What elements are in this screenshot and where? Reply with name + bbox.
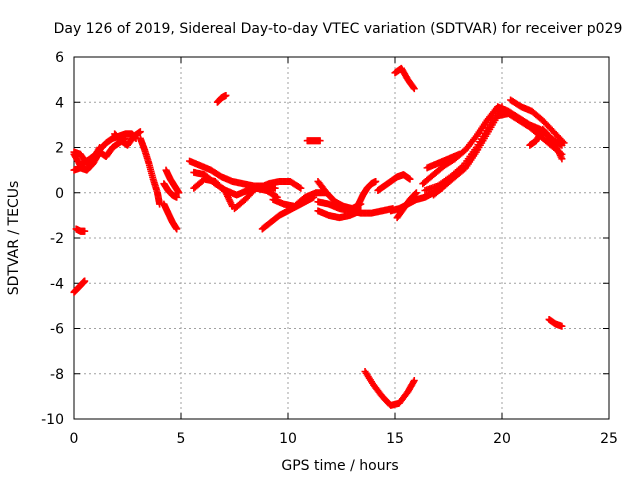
y-tick-labels: -10 -8 -6 -4 -2 0 2 4 6	[41, 50, 64, 428]
series-arc-22	[355, 177, 380, 208]
data-point	[297, 184, 305, 192]
x-tick-label: 5	[177, 431, 186, 447]
series-arc-7	[162, 166, 183, 197]
axis-ticks	[73, 56, 610, 420]
x-axis-label: GPS time / hours	[281, 458, 398, 474]
series-arc-4	[111, 128, 144, 149]
x-tick-label: 15	[386, 431, 404, 447]
y-tick-label: 0	[55, 186, 64, 202]
data-point	[296, 183, 304, 191]
series-arc-30	[421, 103, 506, 194]
y-tick-label: -10	[41, 412, 64, 428]
series-arc-25	[393, 189, 420, 222]
data-point	[271, 184, 279, 192]
data-point	[412, 189, 420, 197]
x-tick-labels: 0 5 10 15 20 25	[70, 431, 618, 447]
data-point	[81, 277, 89, 285]
grid-lines	[74, 57, 609, 419]
y-tick-label: -8	[50, 367, 64, 383]
data-point	[96, 144, 104, 151]
data-point	[372, 177, 380, 185]
series-arc-20	[314, 207, 365, 222]
data-point	[412, 190, 420, 198]
data-point	[560, 139, 568, 147]
y-tick-label: 6	[55, 50, 64, 66]
data-point	[173, 225, 181, 233]
data-point	[409, 378, 417, 386]
data-point	[81, 227, 89, 235]
x-tick-label: 20	[493, 431, 511, 447]
series-arc-9	[72, 225, 89, 235]
series-arc-27	[391, 64, 418, 93]
y-axis-label: SDTVAR / TECUs	[6, 181, 22, 296]
series-arc-26	[361, 367, 418, 409]
data-point	[222, 91, 230, 99]
series-arc-10	[70, 277, 89, 296]
data-point	[410, 85, 418, 93]
series-arc-14	[190, 175, 236, 210]
y-tick-label: -6	[50, 322, 64, 338]
y-tick-label: 2	[55, 141, 64, 157]
y-tick-label: -2	[50, 231, 64, 247]
data-point	[455, 150, 463, 158]
data-point	[136, 128, 144, 136]
data-point	[316, 137, 324, 145]
series-arc-33	[526, 125, 566, 163]
data-point	[498, 103, 506, 111]
data-points	[70, 64, 568, 409]
x-tick-label: 0	[70, 431, 79, 447]
series-arc-32	[507, 96, 568, 147]
series-arc-3	[70, 144, 104, 167]
data-point	[95, 145, 103, 153]
series-arc-8	[160, 180, 181, 201]
data-point	[558, 155, 566, 163]
data-point	[558, 322, 566, 330]
chart-title: Day 126 of 2019, Sidereal Day-to-day VTE…	[54, 21, 623, 37]
x-tick-label: 25	[600, 431, 618, 447]
series-arc-5	[136, 134, 164, 208]
data-point	[559, 138, 567, 146]
x-tick-label: 10	[279, 431, 297, 447]
series-arc-34	[545, 315, 566, 330]
data-point	[175, 189, 183, 197]
data-point	[409, 84, 417, 92]
y-tick-label: -4	[50, 276, 64, 292]
series-arc-1	[70, 130, 140, 170]
series-arc-11	[213, 91, 230, 106]
data-point	[173, 193, 181, 201]
series-arc-6	[160, 200, 181, 233]
y-tick-label: 4	[55, 95, 64, 111]
series-arc-23	[374, 171, 414, 194]
data-point	[406, 175, 414, 183]
series-arc-31	[423, 150, 463, 172]
data-point	[357, 207, 365, 215]
data-point	[410, 377, 418, 385]
series-arc-21	[314, 177, 365, 213]
series-arc-18	[303, 137, 324, 145]
